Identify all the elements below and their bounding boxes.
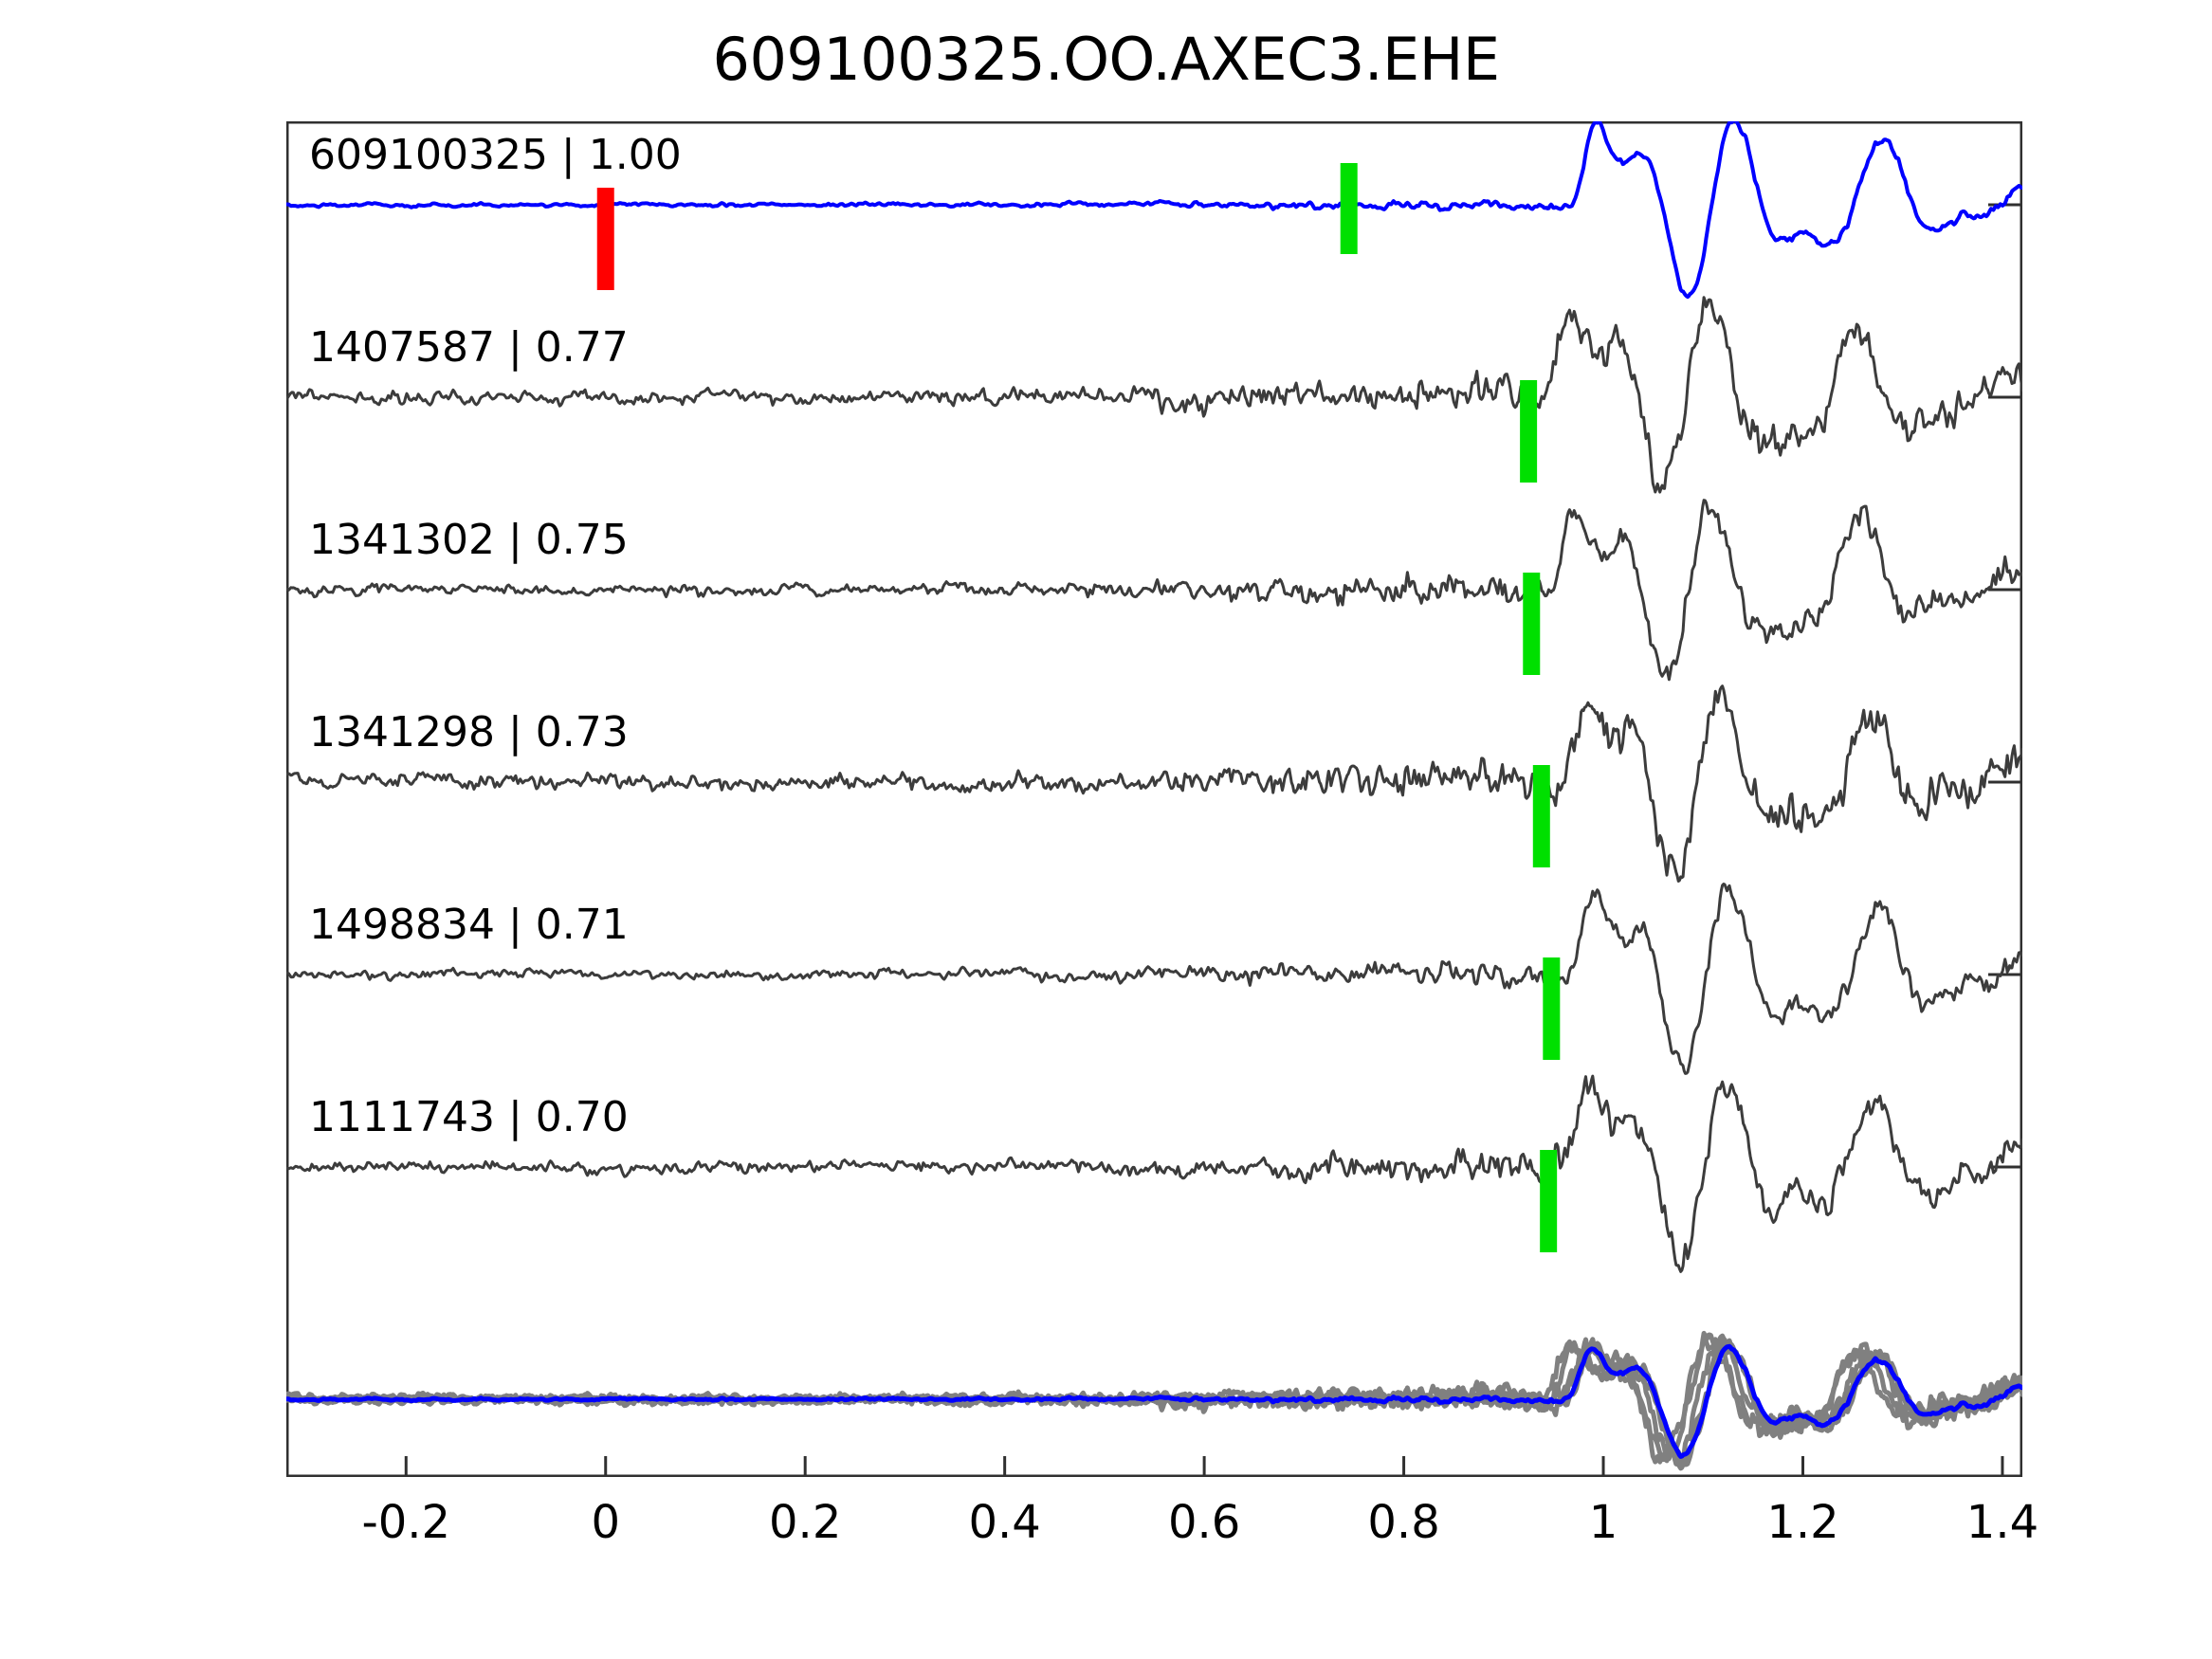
x-tick-label: -0.2: [361, 1496, 451, 1549]
page-title: 609100325.OO.AXEC3.EHE: [712, 25, 1501, 94]
x-tick-label: 0: [591, 1496, 621, 1549]
trace-line-609100325: [286, 121, 2022, 300]
pick-marker-1407587: [1520, 380, 1538, 483]
pick-marker-1111743: [1540, 1150, 1558, 1252]
x-tick-label: 0.2: [769, 1496, 842, 1549]
secondary-pick-marker-609100325: [1340, 163, 1358, 254]
trace-line-1341298: [286, 684, 2022, 883]
x-tick-label: 0.6: [1167, 1496, 1241, 1549]
plot-frame: [286, 121, 2022, 1477]
trace-line-1498834: [286, 883, 2022, 1075]
x-tick-label: 1: [1588, 1496, 1618, 1549]
plot-area: 609100325 | 1.00 1407587 | 0.77 1341302 | …: [286, 121, 2022, 1477]
trace-line-1341302: [286, 499, 2022, 682]
trace-line-1407587: [286, 296, 2022, 494]
pick-marker-1498834: [1543, 957, 1561, 1060]
x-tick-label: 1.4: [1965, 1496, 2039, 1549]
overlay-trace-template: [286, 1343, 2022, 1459]
waveform-canvas: [286, 121, 2022, 1477]
x-tick-label: 0.8: [1367, 1496, 1440, 1549]
x-tick-label: 1.2: [1766, 1496, 1839, 1549]
trace-line-1111743: [286, 1074, 2022, 1273]
pick-marker-1341302: [1523, 573, 1541, 675]
pick-marker-1341298: [1532, 765, 1550, 867]
pick-marker-609100325: [596, 188, 614, 290]
x-tick-label: 0.4: [968, 1496, 1041, 1549]
